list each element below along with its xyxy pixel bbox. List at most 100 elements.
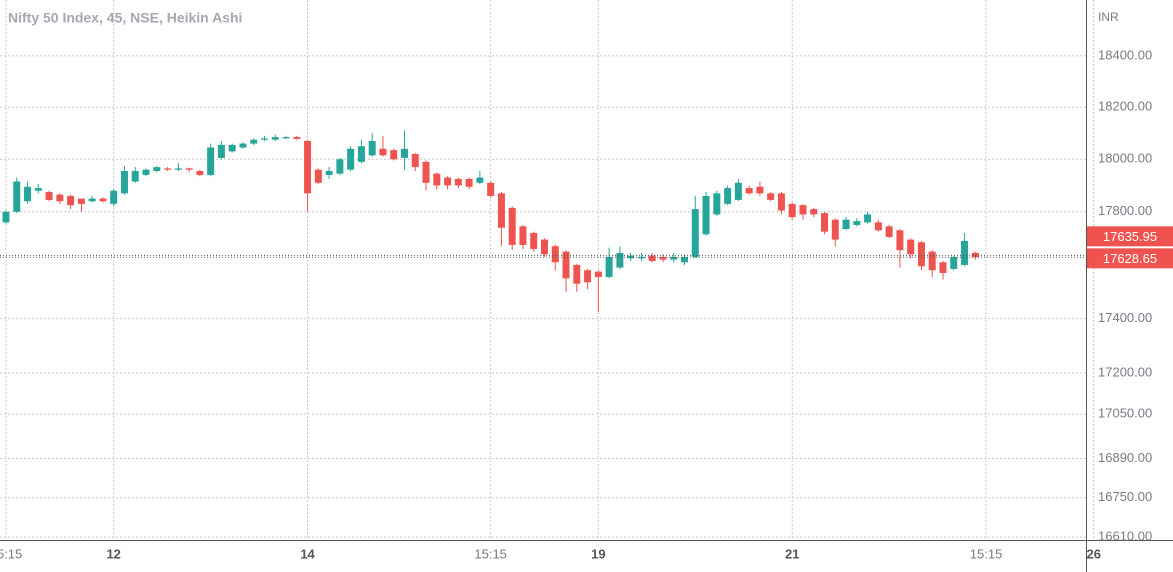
candle-body	[357, 146, 365, 162]
x-tick-label: 15:15	[474, 546, 507, 561]
candle-body	[99, 198, 107, 202]
y-tick-label: 18400.00	[1098, 47, 1152, 62]
candle-body	[917, 242, 925, 267]
candle-body	[174, 168, 182, 170]
candle-body	[508, 207, 516, 245]
candle-body	[379, 148, 387, 156]
y-tick-label: 16750.00	[1098, 489, 1152, 504]
candle-body	[24, 186, 32, 202]
candle-body	[196, 171, 204, 175]
price-marker-box	[1087, 226, 1173, 247]
candle-body	[185, 168, 193, 170]
candle-body	[260, 138, 268, 140]
x-tick-label: 19	[591, 546, 605, 561]
candle-body	[476, 177, 484, 183]
candle-body	[454, 178, 462, 186]
candle-body	[551, 246, 559, 263]
candle-body	[325, 171, 333, 175]
candle-body	[444, 177, 452, 186]
y-tick-label: 17800.00	[1098, 203, 1152, 218]
candle-body	[45, 192, 53, 200]
candle-body	[120, 171, 128, 194]
candle-body	[497, 193, 505, 228]
candle-body	[831, 219, 839, 240]
candle-body	[670, 256, 678, 260]
candle-body	[304, 140, 312, 194]
candle-body	[368, 140, 376, 156]
candle-body	[142, 169, 150, 175]
y-tick-label: 18200.00	[1098, 99, 1152, 114]
candle-body	[573, 264, 581, 284]
y-tick-label: 17050.00	[1098, 406, 1152, 421]
candle-body	[637, 256, 645, 259]
candle-body	[164, 168, 172, 170]
candle-body	[961, 240, 969, 265]
candle-body	[530, 232, 538, 249]
candle-body	[648, 255, 656, 261]
y-tick-label: 17200.00	[1098, 364, 1152, 379]
candle-body	[347, 148, 355, 170]
y-tick-label: 16890.00	[1098, 450, 1152, 465]
candle-body	[756, 186, 764, 194]
x-tick-label: 14	[300, 546, 315, 561]
candle-body	[217, 144, 225, 158]
chart-title: Nifty 50 Index, 45, NSE, Heikin Ashi	[8, 10, 242, 26]
candle-body	[465, 178, 473, 187]
candle-body	[153, 167, 161, 172]
candle-body	[433, 173, 441, 186]
candle-body	[724, 188, 732, 204]
candle-body	[928, 251, 936, 271]
candle-body	[67, 195, 75, 206]
candle-body	[293, 137, 301, 139]
y-tick-label: 16610.00	[1098, 529, 1152, 544]
candle-body	[799, 205, 807, 215]
candle-body	[411, 154, 419, 168]
candle-body	[110, 190, 118, 204]
price-marker-label: 17635.95	[1103, 229, 1157, 244]
candle-body	[390, 150, 398, 160]
candle-body	[939, 262, 947, 273]
candle-body	[56, 194, 64, 202]
y-tick-label: 17400.00	[1098, 310, 1152, 325]
candle-body	[896, 230, 904, 251]
x-tick-label: 26	[1087, 546, 1101, 561]
candle-body	[885, 226, 893, 237]
candle-body	[950, 256, 958, 269]
candle-body	[745, 188, 753, 194]
candle-body	[228, 144, 236, 152]
candle-body	[400, 148, 408, 158]
candle-body	[734, 182, 742, 200]
candle-body	[713, 193, 721, 215]
candle-body	[2, 211, 10, 223]
candle-body	[594, 271, 602, 277]
candle-body	[487, 182, 495, 196]
candle-body	[239, 143, 247, 148]
candle-body	[821, 213, 829, 232]
candle-body	[336, 159, 344, 174]
candle-body	[605, 256, 613, 277]
candle-body	[207, 147, 215, 175]
candle-body	[34, 188, 42, 191]
candle-body	[864, 214, 872, 223]
candle-body	[777, 193, 785, 211]
candle-body	[271, 137, 279, 140]
candle-body	[842, 219, 850, 229]
x-tick-label: 12	[106, 546, 120, 561]
candle-body	[422, 161, 430, 183]
candle-body	[131, 171, 139, 182]
candle-body	[88, 198, 96, 202]
candle-body	[519, 226, 527, 245]
candle-body	[702, 195, 710, 235]
candle-body	[853, 221, 861, 226]
x-tick-label: 15:15	[970, 546, 1003, 561]
y-tick-label: 18000.00	[1098, 151, 1152, 166]
candle-body	[13, 181, 21, 212]
price-marker-box	[1087, 248, 1173, 269]
candle-body	[314, 169, 322, 183]
candle-body	[767, 193, 775, 200]
candle-body	[250, 139, 258, 144]
candle-body	[541, 239, 548, 255]
x-tick-label: 15:15	[0, 546, 22, 561]
